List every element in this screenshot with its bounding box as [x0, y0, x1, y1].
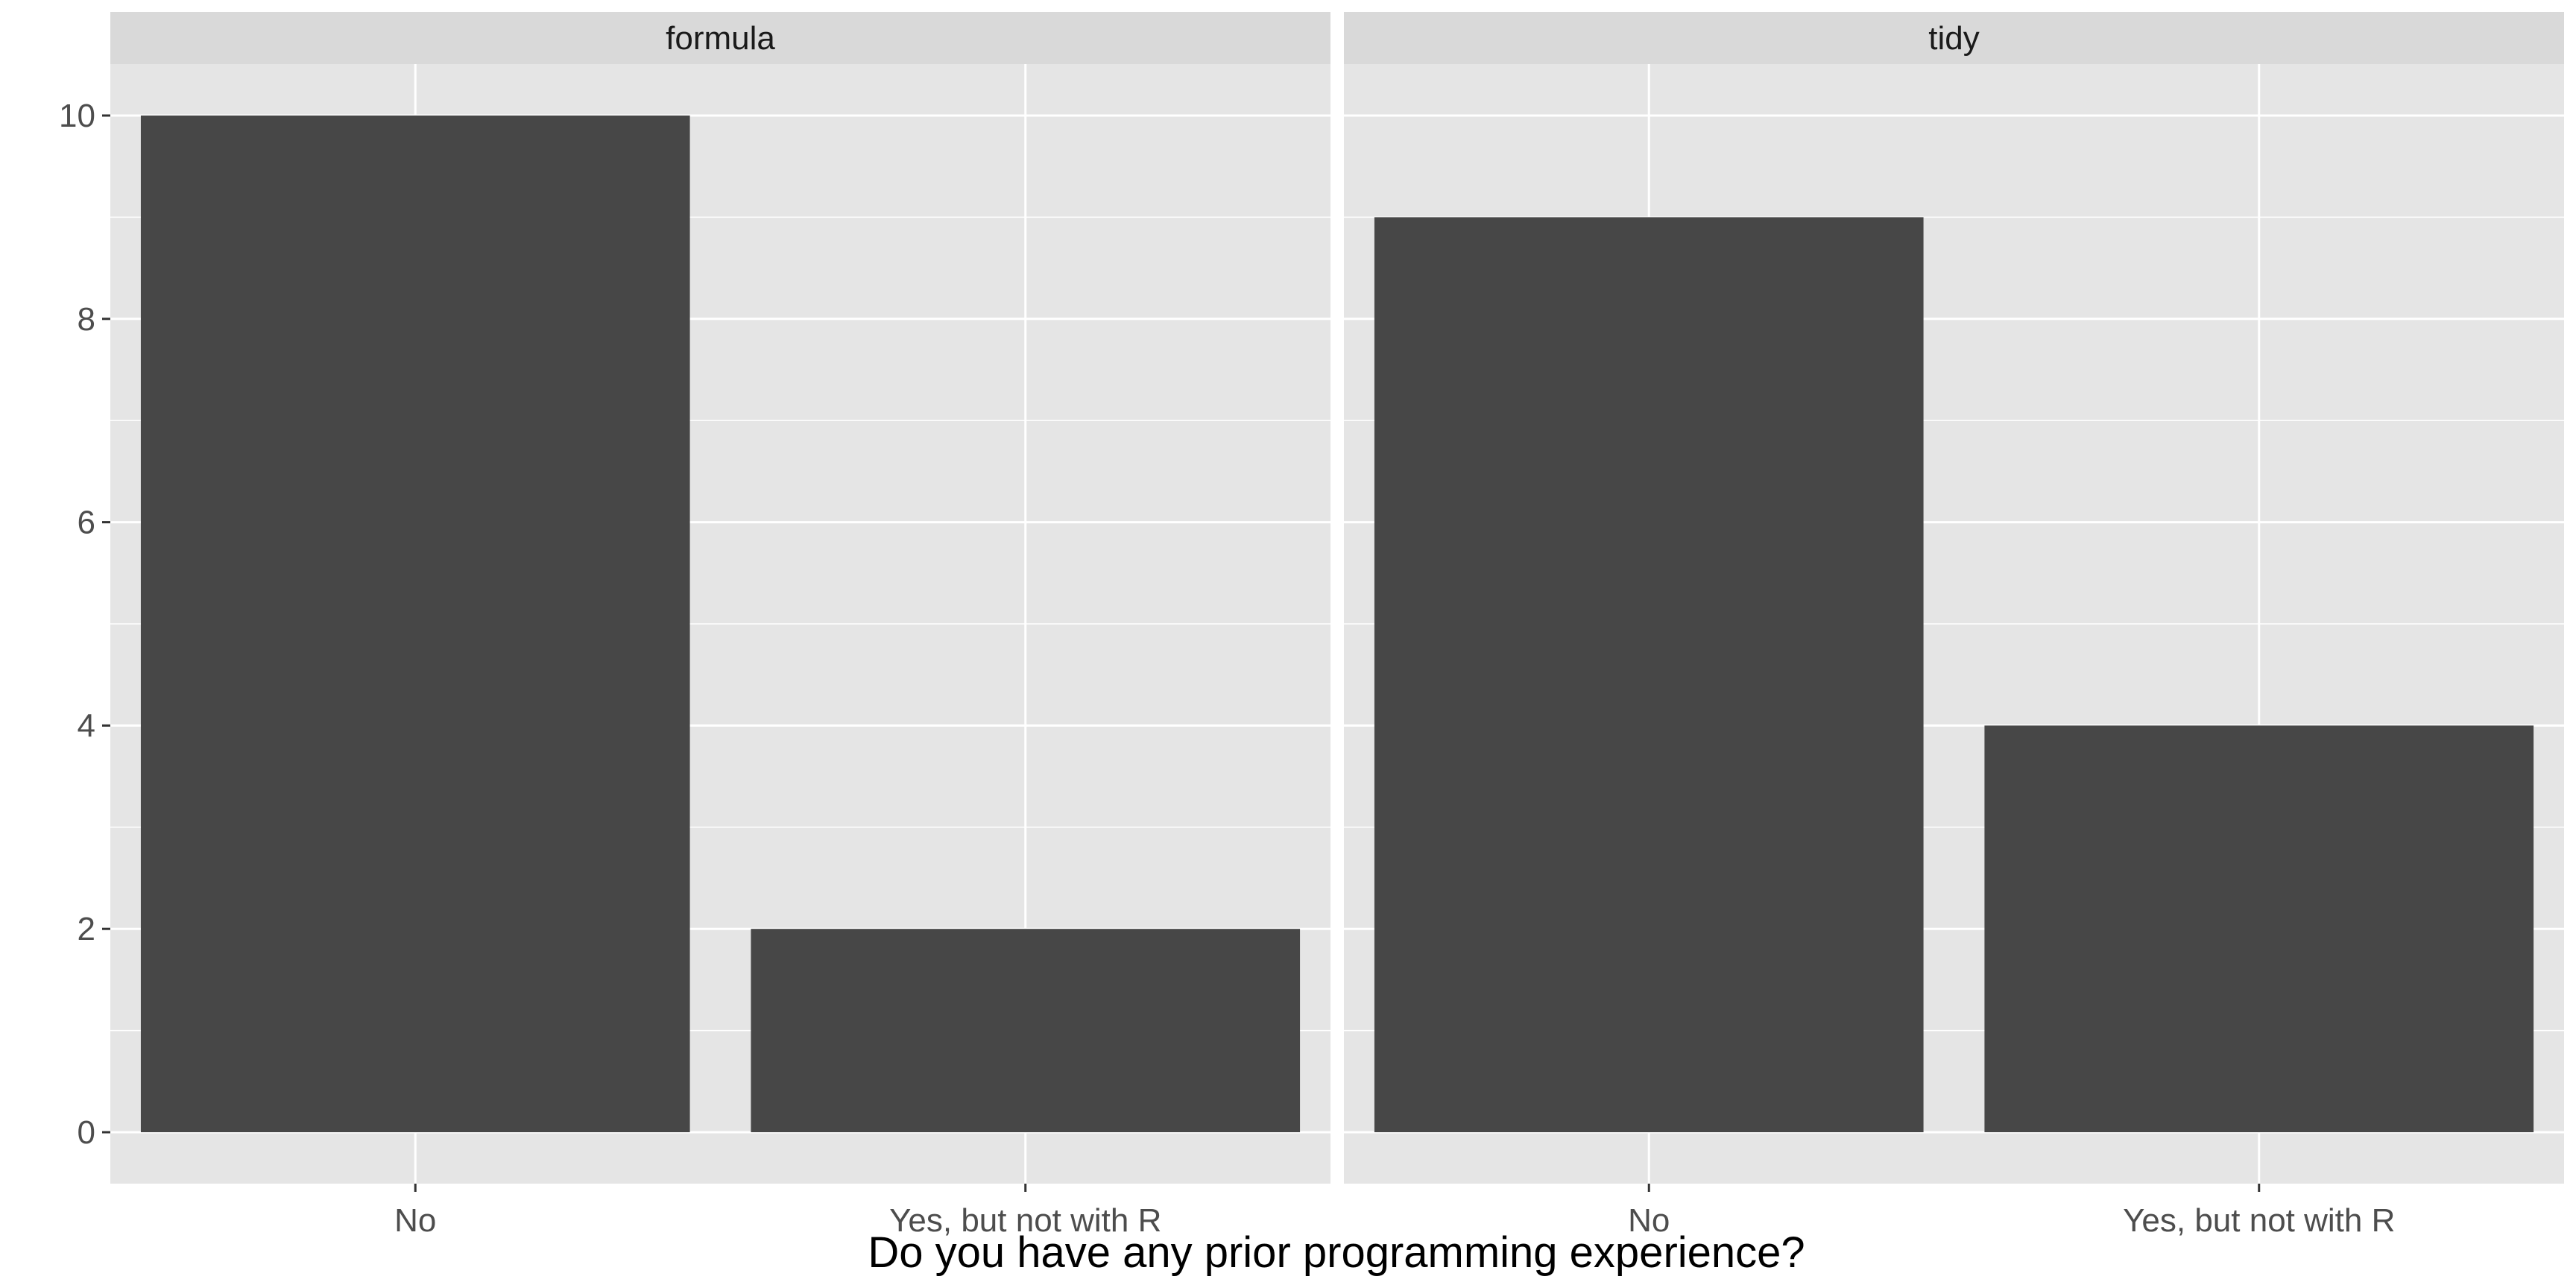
x-tick-label: Yes, but not with R — [889, 1202, 1161, 1239]
x-axis-title: Do you have any prior programming experi… — [868, 1228, 1805, 1277]
bar-tidy-2 — [1984, 725, 2534, 1132]
facet-strip — [110, 12, 1330, 64]
bar-formula-2 — [751, 929, 1301, 1132]
x-tick-label: Yes, but not with R — [2123, 1202, 2395, 1239]
y-tick-label: 6 — [78, 505, 95, 541]
y-tick-label: 4 — [78, 707, 95, 744]
facet-label: formula — [666, 20, 775, 57]
bar-formula-1 — [140, 116, 690, 1132]
y-tick-label: 10 — [59, 98, 95, 134]
panels: formula No Yes, but not with R tidy No Yes, b… — [110, 12, 2564, 1239]
y-axis: 0 2 4 6 8 10 — [59, 98, 110, 1151]
bar-tidy-1 — [1374, 217, 1924, 1132]
x-tick-label: No — [394, 1202, 436, 1239]
facet-label: tidy — [1928, 20, 1979, 57]
y-tick-label: 0 — [78, 1114, 95, 1151]
y-tick-label: 8 — [78, 301, 95, 338]
facet-strip — [1344, 12, 2564, 64]
y-tick-label: 2 — [78, 911, 95, 947]
panel-tidy: tidy No Yes, but not with R — [1344, 12, 2564, 1239]
x-tick-label: No — [1628, 1202, 1670, 1239]
panel-formula: formula No Yes, but not with R — [110, 12, 1330, 1239]
